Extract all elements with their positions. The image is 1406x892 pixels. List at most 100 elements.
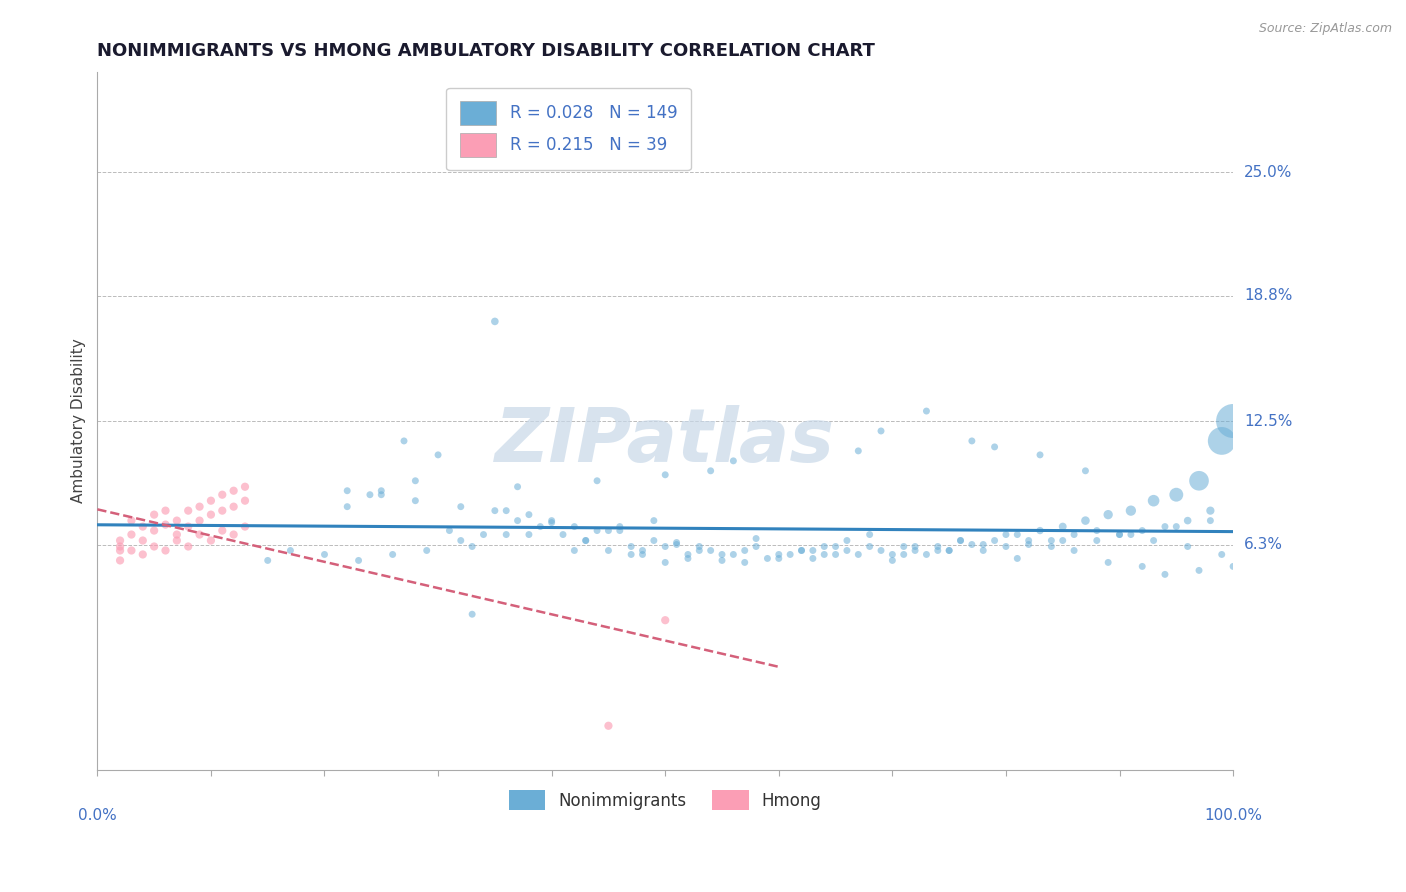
Point bbox=[108, 540, 131, 554]
Point bbox=[1199, 503, 1222, 517]
Point bbox=[495, 503, 517, 517]
Point bbox=[381, 548, 404, 562]
Point bbox=[711, 553, 734, 567]
Point bbox=[143, 540, 166, 554]
Point bbox=[665, 535, 688, 549]
Point bbox=[540, 514, 562, 528]
Point bbox=[155, 543, 177, 558]
Text: 0.0%: 0.0% bbox=[77, 808, 117, 823]
Point bbox=[1052, 519, 1074, 533]
Point bbox=[120, 514, 142, 528]
Point bbox=[835, 543, 858, 558]
Point bbox=[779, 548, 801, 562]
Point bbox=[427, 448, 450, 462]
Point bbox=[1177, 540, 1199, 554]
Point bbox=[813, 540, 835, 554]
Point bbox=[370, 483, 392, 498]
Point bbox=[392, 434, 415, 448]
Point bbox=[1154, 567, 1177, 582]
Point bbox=[915, 404, 938, 418]
Point bbox=[211, 524, 233, 538]
Text: 6.3%: 6.3% bbox=[1244, 537, 1284, 552]
Point bbox=[654, 613, 676, 627]
Point bbox=[1119, 527, 1142, 541]
Point bbox=[972, 537, 994, 551]
Point bbox=[665, 537, 688, 551]
Point bbox=[882, 553, 904, 567]
Point bbox=[517, 527, 540, 541]
Point bbox=[688, 543, 710, 558]
Point bbox=[994, 527, 1017, 541]
Point bbox=[280, 543, 302, 558]
Point bbox=[1085, 524, 1108, 538]
Point bbox=[177, 540, 200, 554]
Point bbox=[1130, 524, 1153, 538]
Point bbox=[1154, 519, 1177, 533]
Point bbox=[404, 474, 426, 488]
Point bbox=[484, 314, 506, 328]
Point bbox=[188, 527, 211, 541]
Point bbox=[994, 540, 1017, 554]
Point bbox=[222, 483, 245, 498]
Point bbox=[801, 543, 824, 558]
Point bbox=[1177, 514, 1199, 528]
Point bbox=[1074, 514, 1097, 528]
Point bbox=[461, 607, 484, 622]
Point bbox=[132, 533, 155, 548]
Point bbox=[359, 488, 381, 502]
Point bbox=[870, 424, 893, 438]
Point bbox=[688, 540, 710, 554]
Point bbox=[108, 543, 131, 558]
Point bbox=[1188, 563, 1211, 577]
Point bbox=[517, 508, 540, 522]
Point bbox=[904, 543, 927, 558]
Point bbox=[166, 514, 188, 528]
Point bbox=[575, 533, 598, 548]
Point bbox=[824, 548, 846, 562]
Point bbox=[233, 493, 256, 508]
Point bbox=[404, 493, 426, 508]
Point bbox=[1142, 533, 1164, 548]
Point bbox=[166, 533, 188, 548]
Point bbox=[846, 548, 869, 562]
Point bbox=[233, 519, 256, 533]
Point bbox=[598, 524, 620, 538]
Point bbox=[768, 551, 790, 566]
Point bbox=[188, 500, 211, 514]
Legend: Nonimmigrants, Hmong: Nonimmigrants, Hmong bbox=[502, 783, 828, 817]
Point bbox=[676, 548, 699, 562]
Point bbox=[1188, 474, 1211, 488]
Point bbox=[1007, 551, 1029, 566]
Point bbox=[938, 543, 960, 558]
Point bbox=[654, 556, 676, 570]
Point bbox=[643, 514, 665, 528]
Point bbox=[768, 548, 790, 562]
Point bbox=[927, 543, 949, 558]
Point bbox=[960, 537, 983, 551]
Point bbox=[699, 464, 721, 478]
Point bbox=[1166, 519, 1188, 533]
Point bbox=[1029, 448, 1052, 462]
Point bbox=[222, 500, 245, 514]
Point bbox=[108, 553, 131, 567]
Point bbox=[756, 551, 779, 566]
Point bbox=[200, 533, 222, 548]
Point bbox=[643, 533, 665, 548]
Point bbox=[609, 524, 631, 538]
Point bbox=[654, 540, 676, 554]
Point bbox=[1211, 548, 1233, 562]
Point bbox=[676, 551, 699, 566]
Point bbox=[745, 540, 768, 554]
Point bbox=[1222, 414, 1244, 428]
Point bbox=[927, 540, 949, 554]
Text: Source: ZipAtlas.com: Source: ZipAtlas.com bbox=[1258, 22, 1392, 36]
Point bbox=[506, 514, 529, 528]
Point bbox=[347, 553, 370, 567]
Point bbox=[415, 543, 437, 558]
Point bbox=[200, 493, 222, 508]
Point bbox=[1040, 533, 1063, 548]
Point bbox=[586, 524, 609, 538]
Point bbox=[609, 519, 631, 533]
Text: NONIMMIGRANTS VS HMONG AMBULATORY DISABILITY CORRELATION CHART: NONIMMIGRANTS VS HMONG AMBULATORY DISABI… bbox=[97, 42, 875, 60]
Point bbox=[233, 480, 256, 494]
